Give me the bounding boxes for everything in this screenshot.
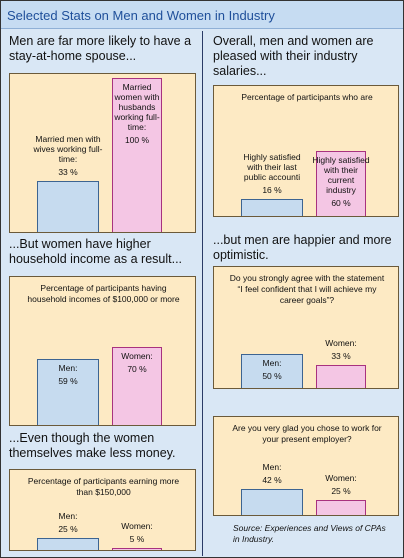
bar-label: Men: 25 % — [33, 511, 103, 534]
bar — [241, 488, 303, 515]
heading: ...but men are happier and more optimist… — [213, 233, 392, 262]
value-label: 25 % — [58, 524, 78, 534]
chart-subtitle: Percentage of participants who are — [241, 92, 373, 102]
chart-panel: Are you very glad you chose to work for … — [213, 416, 399, 516]
bar — [112, 547, 162, 550]
bar-label: Women: 25 % — [312, 473, 370, 496]
category-label: Highly satisfied with their last public … — [243, 151, 301, 182]
chart-panel: Percentage of participants having househ… — [9, 276, 196, 426]
heading: Men are far more likely to have a stay-a… — [9, 34, 192, 63]
source: Source: Experiences and Views of CPAs in… — [233, 523, 386, 544]
bar-label: Married men with wives working full-time… — [33, 134, 103, 177]
bar-label: Men: 50 % — [237, 358, 307, 381]
category-label: Men: — [58, 511, 78, 521]
bar-label: Highly satisfied with their current indu… — [312, 155, 370, 208]
value-label: 50 % — [262, 370, 282, 381]
category-label: Married men with wives working full-time… — [33, 134, 103, 165]
bar — [112, 78, 162, 232]
bar — [241, 353, 303, 388]
value-label: 5 % — [129, 533, 145, 544]
chart-panel: Percentage of participants earning more … — [9, 469, 196, 551]
heading: ...Even though the women themselves make… — [9, 431, 176, 460]
bar-label: Women: 5 % — [108, 521, 166, 544]
heading: Overall, men and women are pleased with … — [213, 34, 374, 78]
category-label: Married women with husbands working full… — [114, 82, 160, 132]
value-label: 16 % — [262, 184, 282, 195]
chart-panel: Percentage of participants who are Highly… — [213, 85, 399, 217]
category-label: Women: — [325, 472, 357, 483]
category-label: Women: — [121, 520, 153, 531]
bar — [316, 151, 366, 216]
chart-subtitle: Do you strongly agree with the statement… — [229, 273, 385, 305]
bar-label: Men: 42 % — [237, 462, 307, 485]
chart-panel: Married men with wives working full-time… — [9, 73, 196, 233]
category-label: Women: — [121, 350, 153, 361]
bar — [112, 346, 162, 425]
value-label: 100 % — [124, 135, 150, 145]
heading: ...But women have higher household incom… — [9, 237, 183, 266]
value-label: 70 % — [127, 363, 147, 374]
bar — [37, 181, 99, 232]
category-label: Men: — [262, 357, 282, 368]
divider — [202, 31, 203, 556]
chart-subtitle: Are you very glad you chose to work for … — [232, 423, 382, 444]
category-label: Men: — [262, 461, 282, 472]
value-label: 59 % — [58, 375, 78, 386]
value-label: 33 % — [58, 167, 78, 178]
category-label: Women: — [325, 338, 357, 349]
chart-subtitle: Percentage of participants earning more … — [27, 476, 180, 497]
bar — [316, 365, 366, 388]
bar — [37, 358, 99, 425]
bar-label: Women: 70 % — [108, 351, 166, 374]
title: Selected Stats on Men and Women in Indus… — [1, 1, 403, 29]
chart-subtitle: Percentage of participants having househ… — [27, 283, 180, 304]
bar-label: Women: 33 % — [312, 338, 370, 361]
category-label: Men: — [58, 362, 78, 373]
bar — [316, 499, 366, 515]
value-label: 60 % — [331, 198, 351, 209]
bar-label: Highly satisfied with their last public … — [237, 152, 307, 195]
value-label: 42 % — [262, 474, 282, 485]
bar-label: Married women with husbands working full… — [108, 82, 166, 145]
bar — [241, 198, 303, 216]
chart-panel: Do you strongly agree with the statement… — [213, 266, 399, 389]
bar-label: Men: 59 % — [33, 363, 103, 386]
category-label: Highly satisfied with their current indu… — [312, 155, 370, 196]
value-label: 33 % — [331, 351, 351, 362]
bar — [37, 538, 99, 550]
value-label: 25 % — [331, 485, 351, 496]
